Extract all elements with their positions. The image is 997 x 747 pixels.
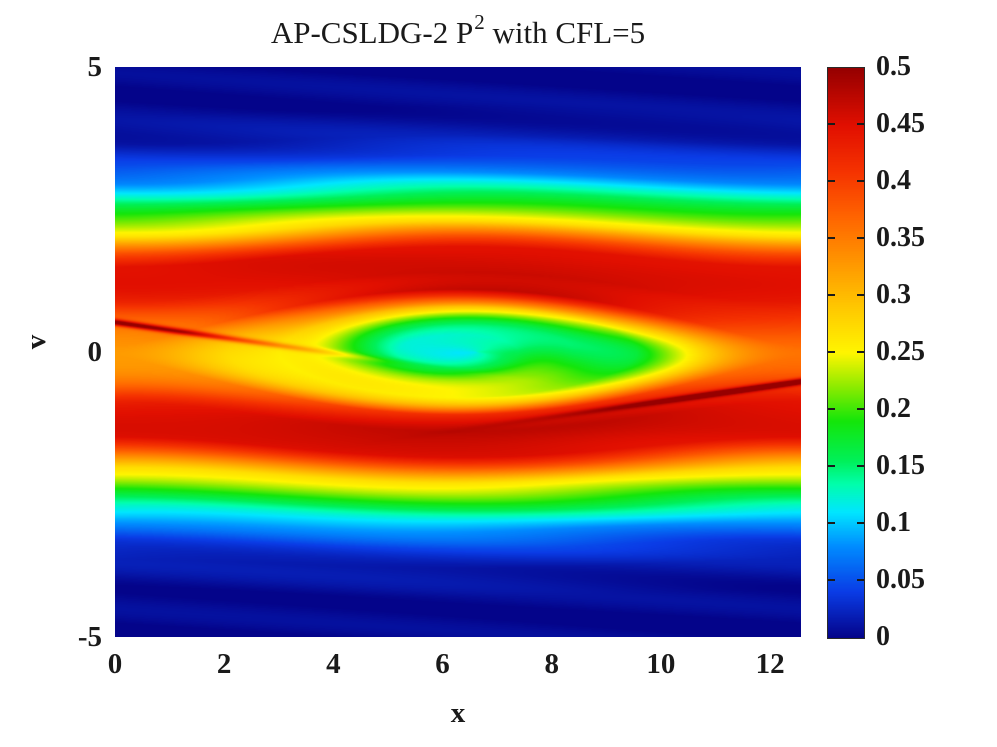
colorbar-tick-mark [828,294,835,296]
x-axis-label: x [450,697,466,729]
colorbar-tick-mark [857,123,864,125]
y-tick-label: 0 [87,336,103,368]
colorbar-tick-mark [857,408,864,410]
x-tick-label: 12 [755,648,785,680]
x-tick-label: 2 [216,648,232,680]
colorbar-tick-mark [828,465,835,467]
x-tick-label: 10 [646,648,676,680]
colorbar-tick-mark [828,579,835,581]
x-tick-label: 8 [544,648,559,680]
colorbar-tick-mark [828,522,835,524]
colorbar-tick-mark [828,180,835,182]
colorbar-tick-label: 0.1 [876,507,911,538]
colorbar-tick-mark [857,465,864,467]
colorbar-tick-label: 0.4 [876,165,911,196]
y-tick-label: 5 [87,51,103,83]
y-tick-label: -5 [77,621,102,653]
x-tick-label: 4 [326,648,341,680]
colorbar-tick-mark [857,579,864,581]
colorbar-tick-mark [857,237,864,239]
colorbar-tick-label: 0.5 [876,51,911,82]
colorbar-tick-mark [857,522,864,524]
colorbar-tick-label: 0.35 [876,222,925,253]
plot-title-suffix: with CFL=5 [484,15,646,50]
colorbar-tick-label: 0.05 [876,564,925,595]
colorbar-tick-label: 0.15 [876,450,925,481]
heatmap-canvas [115,67,801,637]
x-tick-label: 0 [107,648,123,680]
colorbar-tick-label: 0.2 [876,393,911,424]
plot-title-prefix: AP-CSLDG-2 P [270,15,474,50]
colorbar-tick-mark [828,123,835,125]
plot-title-superscript: 2 [474,10,485,34]
colorbar-tick-label: 0.45 [876,108,925,139]
colorbar-tick-mark [857,351,864,353]
colorbar-tick-mark [857,180,864,182]
colorbar-tick-label: 0.3 [876,279,911,310]
colorbar-canvas [827,67,865,639]
colorbar-tick-label: 0 [876,621,890,652]
colorbar-tick-mark [828,408,835,410]
colorbar-tick-mark [828,237,835,239]
colorbar-tick-mark [857,294,864,296]
x-tick-label: 6 [435,648,450,680]
colorbar-tick-mark [828,351,835,353]
colorbar-tick-label: 0.25 [876,336,925,367]
plot-title: AP-CSLDG-2 P2 with CFL=5 [115,10,801,56]
